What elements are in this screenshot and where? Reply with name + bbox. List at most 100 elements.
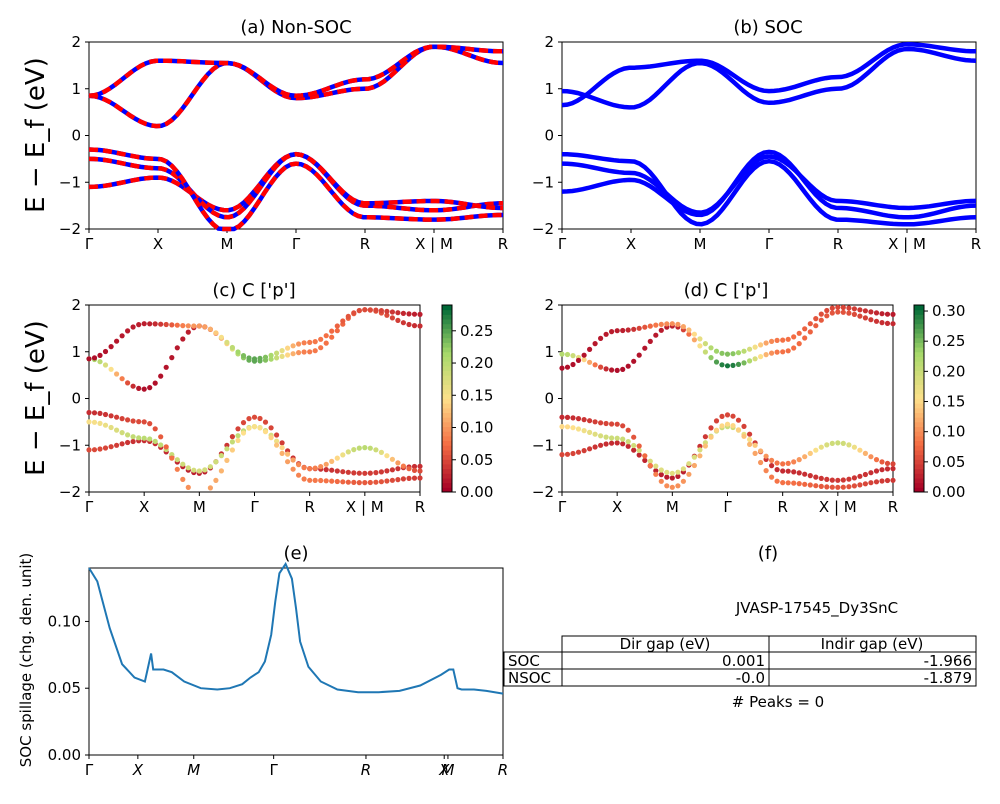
projected-point (312, 477, 318, 483)
projected-point (796, 341, 802, 347)
projected-point (307, 349, 313, 355)
colorbar-frame (441, 304, 453, 493)
projected-point (813, 483, 819, 489)
projected-point (774, 478, 780, 484)
projected-point (323, 461, 329, 467)
projected-point (741, 360, 747, 366)
projected-point (185, 465, 191, 471)
projected-point (345, 449, 351, 455)
panel-a-title: (a) Non-SOC (240, 17, 351, 38)
projected-point (592, 419, 598, 425)
table-row-label: NSOC (508, 669, 551, 687)
y-tick-label: 0 (71, 127, 81, 145)
projected-point (636, 352, 642, 358)
projected-point (708, 355, 714, 361)
table-cell-dir: -0.0 (736, 669, 765, 687)
y-tick-label: −2 (59, 220, 81, 238)
projected-point (791, 469, 797, 475)
projected-point (114, 371, 120, 377)
colorbar-step (442, 384, 452, 390)
projected-point (697, 343, 703, 349)
projected-point (713, 359, 720, 365)
x-tick-label: R (833, 235, 843, 253)
projected-point (769, 474, 775, 480)
x-tick-label: Γ (85, 761, 94, 779)
x-tick-label: R (498, 761, 508, 779)
projected-point (329, 328, 335, 334)
projected-point (879, 467, 885, 473)
colorbar-step (914, 473, 924, 479)
projected-point (251, 414, 258, 420)
projected-point (713, 348, 720, 354)
projected-point (702, 434, 709, 440)
colorbar-step (442, 435, 452, 442)
projected-point (851, 444, 858, 450)
projected-point (395, 466, 401, 472)
projected-point (851, 475, 858, 481)
projected-point (367, 445, 373, 451)
projected-point (285, 459, 291, 465)
projected-point (631, 447, 637, 453)
projected-point (125, 439, 131, 446)
projected-point (340, 479, 346, 485)
projected-point (180, 336, 186, 342)
x-tick-label: Γ (85, 235, 94, 253)
projected-point (323, 478, 329, 484)
projected-point (802, 454, 808, 460)
colorbar-step (914, 365, 924, 371)
projected-point (351, 470, 357, 476)
projected-point (274, 432, 280, 438)
projected-point (884, 466, 891, 472)
projected-point (406, 475, 412, 481)
x-tick-label: Γ (292, 235, 301, 253)
projected-point (702, 341, 709, 347)
projected-point (631, 358, 637, 364)
x-tick-label: X (612, 498, 622, 516)
projected-point (323, 467, 329, 473)
panel-f-summary: JVASP-17545_Dy3SnC Dir gap (eV) Indir ga… (503, 599, 977, 711)
projected-point (824, 476, 830, 482)
x-tick-label: Γ (765, 235, 774, 253)
projected-point (91, 447, 98, 453)
projected-point (868, 470, 874, 476)
projected-point (587, 446, 593, 452)
plot-frame (88, 567, 504, 756)
projected-point (735, 350, 742, 356)
projected-point (675, 483, 681, 489)
colorbar-step (442, 305, 452, 311)
projected-point (323, 340, 329, 346)
band-line (561, 46, 977, 110)
projected-point (647, 323, 653, 329)
projected-point (802, 335, 808, 341)
projected-point (603, 420, 609, 427)
projected-point (620, 327, 626, 334)
projected-point (102, 348, 109, 355)
projected-point (301, 465, 307, 471)
plot-frame (88, 304, 421, 493)
projected-point (411, 323, 418, 329)
projected-point (824, 442, 830, 448)
projected-point (384, 468, 390, 474)
projected-point (91, 410, 98, 416)
projected-point (97, 359, 103, 365)
projected-point (97, 410, 103, 416)
projected-point (636, 443, 642, 449)
projected-point (658, 472, 664, 478)
projected-point (119, 333, 125, 339)
projected-point (747, 441, 753, 447)
colorbar-step (442, 333, 452, 339)
projected-point (102, 445, 109, 451)
colorbar-step (442, 431, 452, 437)
projected-point (378, 469, 384, 475)
projected-point (389, 456, 395, 462)
projected-point (620, 436, 626, 442)
projected-point (598, 433, 604, 439)
projected-point (879, 478, 885, 484)
projected-point (708, 425, 714, 431)
colorbar-step (914, 403, 924, 409)
x-tick-label: R (360, 235, 370, 253)
band-line-dashed (88, 44, 504, 129)
projected-point (86, 419, 92, 425)
projected-point (741, 433, 747, 439)
projected-point (141, 321, 147, 327)
